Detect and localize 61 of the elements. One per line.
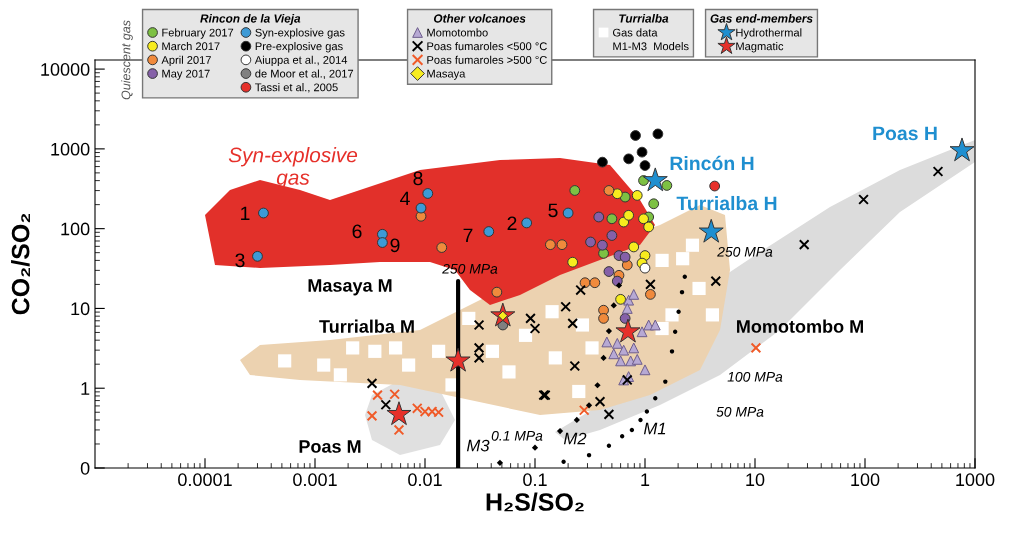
annotation: Rincón H [670, 155, 754, 171]
y-tick-label: 10 [71, 302, 90, 316]
annotation: Poas H [873, 126, 937, 141]
annotation: 8 [413, 171, 423, 186]
legend-label: Masaya [427, 69, 466, 80]
annotation: Masaya M [308, 279, 392, 296]
text: Gas end-members [710, 14, 813, 23]
text: Rincon de la Vieja [200, 14, 301, 26]
legend-label: March 2017 [162, 42, 220, 51]
legend-label: February 2017 [162, 28, 234, 39]
legend-label: April 2017 [161, 55, 211, 67]
legend-label: Aiuppa et al., 2014 [254, 55, 348, 67]
legend-label: Tassi et al., 2005 [255, 83, 338, 93]
legend-label: de Moor et al., 2017 [255, 69, 354, 79]
legend-label: May 2017 [162, 69, 210, 80]
legend-label: Syn-explosive gas [255, 28, 345, 39]
annotation: Quiescent gas [121, 20, 133, 100]
annotation: 4 [400, 191, 410, 206]
y-tick-label: 1000 [51, 142, 90, 156]
text: Other volcanoes [433, 14, 526, 23]
x-tick-label: 1 [641, 473, 650, 486]
annotation: Turrialba H [676, 195, 777, 211]
annotation: M2 [563, 432, 587, 445]
x-tick-label: 0.01 [408, 473, 442, 487]
y-tick-label: 1 [81, 382, 90, 395]
y-tick-label: 100 [61, 222, 90, 236]
text: M1-M3 Models [613, 42, 689, 51]
text: Turrialba [619, 14, 669, 23]
legend-label: Momotombo [427, 28, 488, 37]
legend-label: Poas fumaroles >500 °C [427, 55, 547, 64]
annotation: 6 [352, 224, 362, 239]
x-tick-label: 10 [746, 473, 765, 487]
x-tick-label: 1000 [956, 473, 995, 487]
annotation: 7 [463, 228, 473, 243]
annotation: 1 [241, 206, 250, 221]
x-tick-label: 0.1 [523, 473, 547, 487]
annotation: 9 [390, 238, 400, 253]
annotation: 50 MPa [716, 406, 764, 417]
legend-label: Hydrothermal [736, 28, 802, 39]
legend-label: Magmatic [736, 42, 784, 53]
annotation: Poas M [299, 440, 361, 453]
x-axis-title: H₂S/SO₂ [486, 492, 584, 512]
annotation: 0.1 MPa [491, 430, 543, 441]
annotation: 250 MPa [717, 246, 773, 257]
annotation: Momotombo M [737, 319, 863, 333]
legend-label: Poas fumaroles <500 °C [427, 42, 547, 51]
x-tick-label: 0.001 [293, 473, 337, 487]
annotation: M3 [466, 439, 490, 452]
annotation: 5 [548, 203, 558, 218]
y-tick-label: 10000 [41, 63, 90, 76]
annotation: 100 MPa [727, 371, 783, 382]
y-axis-title: CO₂/SO₂ [11, 213, 30, 315]
legend-label: Pre-explosive gas [255, 42, 343, 53]
y-tick-label: 0 [80, 461, 90, 475]
annotation: 2 [507, 216, 517, 231]
x-tick-label: 0.0001 [178, 473, 232, 487]
legend-label: Gas data [613, 28, 658, 37]
annotation: M1 [643, 422, 666, 435]
annotation: Turrialba M [319, 319, 414, 333]
x-tick-label: 100 [851, 473, 880, 487]
annotation: 3 [235, 253, 245, 268]
